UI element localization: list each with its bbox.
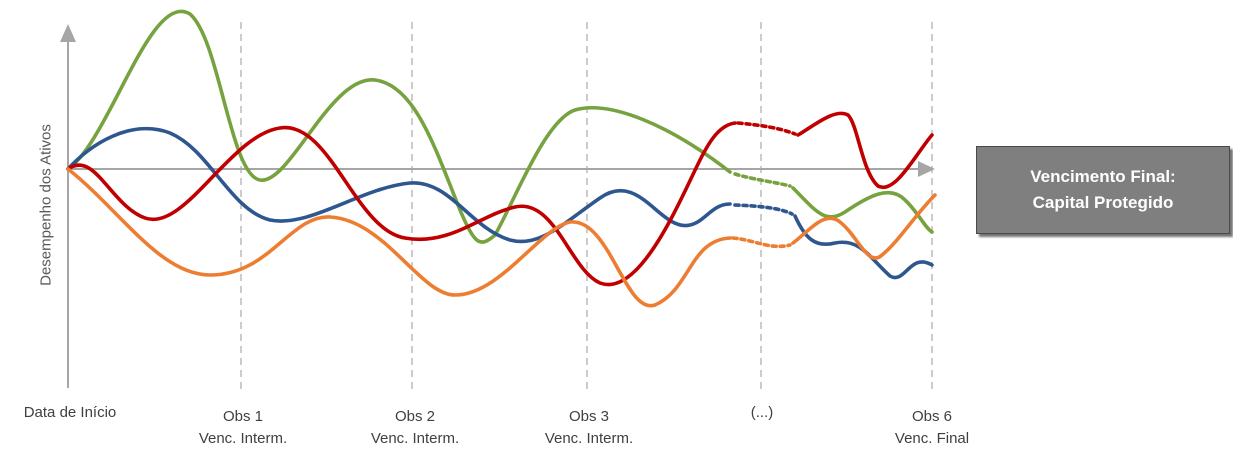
x-tick-obs-1: Obs 1 Venc. Interm.: [199, 406, 287, 450]
x-tick-obs-3: Obs 3 Venc. Interm.: [545, 406, 633, 450]
x-tick-obs-3-line2: Venc. Interm.: [544, 430, 634, 447]
x-tick-obs-3-line1: Obs 3: [568, 408, 610, 425]
x-tick-obs-6-line2: Venc. Final: [894, 430, 970, 447]
x-tick-ellipsis-line1: (...): [750, 404, 774, 421]
final-maturity-callout: Vencimento Final: Capital Protegido: [976, 146, 1230, 234]
series-blue-dotted: [733, 203, 794, 216]
series-green-line: [66, 9, 732, 244]
x-axis-arrowhead: [918, 161, 935, 177]
series-orange-dotted: [731, 236, 792, 249]
axes: [60, 24, 935, 388]
x-tick-start-line1: Data de Início: [23, 404, 117, 421]
x-tick-obs-1-line1: Obs 1: [222, 408, 264, 425]
series-red-tail: [796, 111, 934, 190]
series-orange: [66, 167, 937, 308]
callout-line1: Vencimento Final:: [1030, 167, 1176, 186]
series-red: [66, 111, 934, 287]
x-tick-obs-2: Obs 2 Venc. Interm.: [371, 406, 459, 450]
series-green-dotted: [733, 172, 792, 188]
series-red-line: [66, 121, 737, 287]
series-orange-tail: [791, 193, 937, 260]
x-tick-obs-1-line2: Venc. Interm.: [198, 430, 288, 447]
x-tick-obs-2-line1: Obs 2: [394, 408, 436, 425]
x-tick-start: Data de Início: [24, 402, 117, 424]
series-green: [66, 9, 934, 244]
series-blue: [66, 126, 934, 280]
series-orange-line: [66, 167, 732, 308]
y-axis-label: Desempenho dos Ativos: [37, 124, 55, 286]
x-tick-obs-2-line2: Venc. Interm.: [370, 430, 460, 447]
x-tick-obs-6: Obs 6 Venc. Final: [895, 406, 969, 450]
series-green-tail: [791, 186, 934, 234]
x-tick-obs-6-line1: Obs 6: [911, 408, 953, 425]
series-red-dotted: [736, 121, 797, 136]
callout-line2: Capital Protegido: [1032, 193, 1174, 212]
series-blue-line: [66, 126, 732, 244]
y-axis-arrowhead: [60, 24, 76, 42]
x-tick-ellipsis: (...): [751, 402, 774, 424]
